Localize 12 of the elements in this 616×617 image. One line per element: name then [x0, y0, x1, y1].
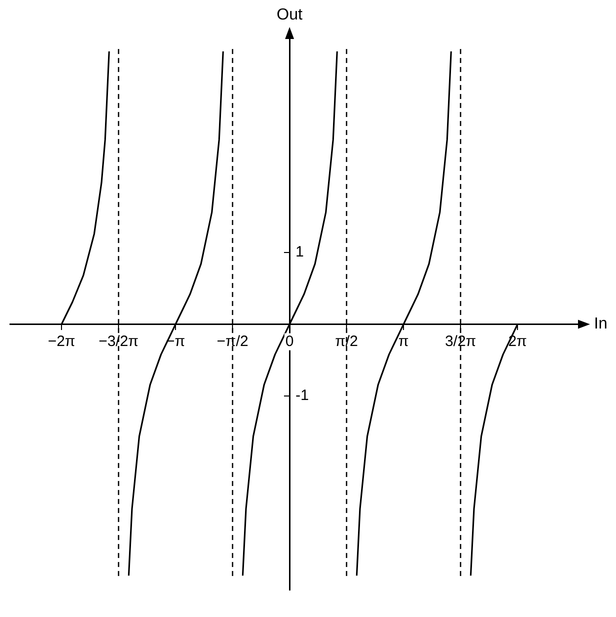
x-tick-label: π	[398, 332, 409, 350]
x-tick-label: 3/2π	[444, 332, 476, 350]
y-tick-label: -1	[296, 387, 309, 404]
x-tick-label: −π	[166, 332, 186, 350]
x-tick-label: −3/2π	[98, 332, 139, 350]
y-tick-label: 1	[296, 244, 304, 261]
x-tick-label: −2π	[48, 332, 76, 350]
y-axis-title: Out	[276, 6, 303, 24]
x-tick-label: π/2	[335, 332, 358, 350]
x-axis-title: In	[594, 316, 608, 333]
x-tick-label: 0	[285, 332, 294, 350]
x-tick-label: 2π	[508, 332, 527, 350]
